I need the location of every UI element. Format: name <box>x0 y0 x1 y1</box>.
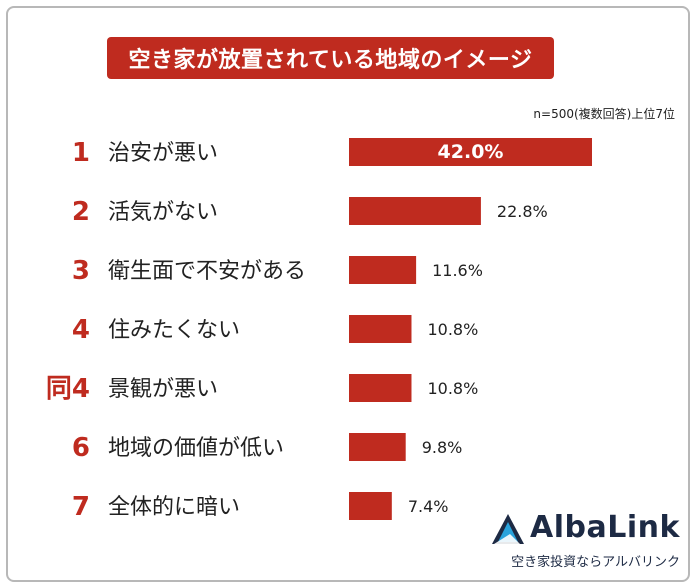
bar <box>349 197 481 225</box>
category-label: 景観が悪い <box>108 377 218 402</box>
bar <box>349 374 412 402</box>
rank-label: 4 <box>72 315 90 345</box>
logo-name: AlbaLink <box>530 510 680 545</box>
rank-label: 7 <box>72 492 90 522</box>
rank-label: 2 <box>72 197 90 227</box>
bar <box>349 492 392 520</box>
bar <box>349 138 592 166</box>
bar <box>349 433 406 461</box>
rank-label: 同4 <box>46 374 90 404</box>
value-label: 9.8% <box>422 438 463 457</box>
category-label: 全体的に暗い <box>108 495 240 520</box>
bar <box>349 315 412 343</box>
value-label: 22.8% <box>497 202 548 221</box>
logo-tagline: 空き家投資ならアルバリンク <box>511 555 680 570</box>
value-label: 42.0% <box>438 141 504 163</box>
value-label: 10.8% <box>427 320 478 339</box>
sample-note: n=500(複数回答)上位7位 <box>533 107 675 121</box>
value-label: 7.4% <box>408 497 449 516</box>
value-label: 10.8% <box>427 379 478 398</box>
category-label: 衛生面で不安がある <box>108 259 306 284</box>
value-label: 11.6% <box>432 261 483 280</box>
bar <box>349 256 417 284</box>
rank-label: 6 <box>72 433 90 463</box>
rank-label: 3 <box>72 256 90 286</box>
category-label: 住みたくない <box>108 318 240 343</box>
category-label: 地域の価値が低い <box>108 436 284 461</box>
category-label: 活気がない <box>108 200 218 225</box>
chart-title: 空き家が放置されている地域のイメージ <box>107 37 554 79</box>
triangle-logo-icon <box>492 514 524 544</box>
rank-label: 1 <box>72 138 90 168</box>
albalink-logo: AlbaLink 空き家投資ならアルバリンク <box>490 510 680 570</box>
chart-frame <box>6 6 690 582</box>
category-label: 治安が悪い <box>108 141 218 166</box>
